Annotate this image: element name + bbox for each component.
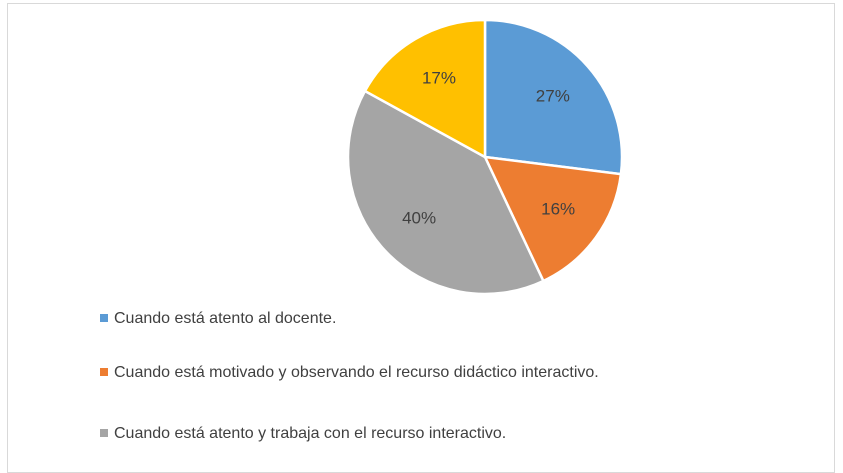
legend-entry: Cuando está atento al docente. bbox=[100, 306, 690, 331]
data-label: 16% bbox=[541, 200, 575, 219]
pie-slice bbox=[483, 18, 624, 176]
legend-label: Cuando está atento y trabaja con el recu… bbox=[114, 425, 507, 442]
pie-slice bbox=[346, 89, 545, 296]
legend-label: Cuando está atento al docente. bbox=[114, 310, 337, 327]
data-label: 40% bbox=[402, 208, 436, 227]
pie-slice bbox=[363, 18, 487, 160]
legend-swatch bbox=[100, 368, 108, 376]
data-label: 27% bbox=[536, 87, 570, 106]
legend-entry: Cuando está atento y trabaja con el recu… bbox=[100, 421, 690, 446]
legend-swatch bbox=[100, 429, 108, 437]
legend-entry: Cuando está motivado y observando el rec… bbox=[100, 360, 690, 385]
legend-label: Cuando está motivado y observando el rec… bbox=[114, 364, 599, 381]
legend-swatch bbox=[100, 314, 108, 322]
data-label: 17% bbox=[422, 69, 456, 88]
pie-slice bbox=[482, 155, 623, 283]
